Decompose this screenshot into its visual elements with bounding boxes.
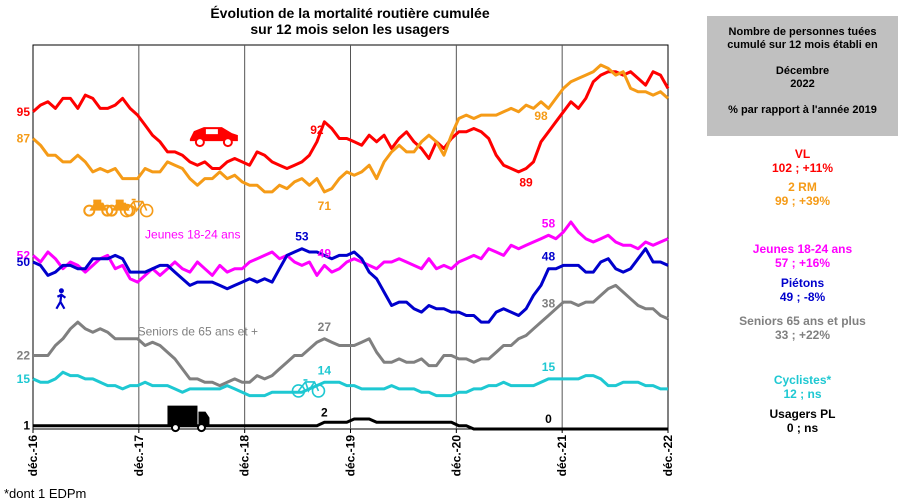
x-tick-label: déc.-21	[555, 435, 569, 477]
data-label: 92	[310, 123, 324, 137]
x-tick-label: déc.-17	[132, 435, 146, 477]
info-month: Décembre	[775, 65, 830, 77]
x-tick-label: déc.-19	[344, 435, 358, 477]
series-annotation: Seniors de 65 ans et +	[138, 325, 258, 339]
chart-title: Évolution de la mortalité routière cumul…	[150, 5, 550, 37]
pedestrian-icon	[55, 288, 67, 310]
legend-pietons-value: 49 ; -8%	[779, 290, 826, 304]
bicycle-icon	[119, 198, 154, 218]
legend-cyclistes: Cyclistes* 12 ; ns	[707, 373, 898, 401]
series-line-3	[32, 220, 669, 284]
data-label: 53	[295, 230, 309, 244]
data-label: 15	[542, 360, 556, 374]
legend-cyclistes-name: Cyclistes*	[773, 373, 832, 387]
legend-pl-value: 0 ; ns	[786, 421, 819, 435]
data-label: 89	[519, 176, 533, 190]
legend-pietons-name: Piétons	[780, 276, 825, 290]
legend-jeunes-value: 57 ; +16%	[774, 256, 831, 270]
legend-seniors-name: Seniors 65 ans et plus	[739, 314, 866, 328]
data-label: 48	[542, 250, 556, 264]
data-label: 87	[17, 131, 31, 145]
info-line-1: Nombre de personnes tuées	[728, 26, 877, 38]
legend-seniors-value: 33 ; +22%	[774, 328, 831, 342]
legend-vl-value: 102 ; +11%	[771, 161, 834, 175]
legend-jeunes-name: Jeunes 18-24 ans	[752, 242, 853, 256]
legend-2rm-value: 99 ; +39%	[774, 194, 831, 208]
data-label: 14	[318, 363, 332, 377]
series-line-6	[32, 370, 668, 398]
series-line-4	[32, 247, 669, 324]
motorbike-icon	[83, 199, 114, 217]
data-label: 22	[17, 349, 31, 363]
data-label: 50	[17, 255, 31, 269]
bicycle-icon	[291, 379, 326, 398]
x-tick-label: déc.-18	[238, 435, 252, 477]
chart-title-line-1: Évolution de la mortalité routière cumul…	[210, 5, 490, 21]
data-label: 0	[545, 412, 552, 426]
series-line-5	[33, 283, 669, 388]
data-label: 1	[23, 419, 30, 433]
legend-pietons: Piétons 49 ; -8%	[707, 276, 898, 304]
data-label: 98	[534, 109, 548, 123]
series-annotation: Jeunes 18-24 ans	[145, 228, 240, 242]
footnote: *dont 1 EDPm	[4, 486, 87, 501]
x-tick-label: déc.-22	[661, 435, 675, 477]
info-line-2: cumulé sur 12 mois établi en	[727, 39, 878, 51]
car-icon	[189, 127, 238, 148]
data-label: 58	[542, 216, 556, 230]
truck-icon	[167, 405, 210, 433]
data-label: 49	[318, 246, 332, 260]
legend-vl-name: VL	[794, 147, 811, 161]
x-tick-label: déc.-16	[26, 435, 40, 477]
legend-cyclistes-value: 12 ; ns	[783, 387, 822, 401]
legend-seniors: Seniors 65 ans et plus 33 ; +22%	[707, 314, 898, 342]
data-label: 2	[321, 405, 328, 419]
x-tick-label: déc.-20	[449, 435, 463, 477]
chart-title-line-2: sur 12 mois selon les usagers	[250, 21, 450, 37]
info-box: Nombre de personnes tuées cumulé sur 12 …	[707, 16, 898, 136]
data-label: 52	[17, 248, 31, 262]
legend-2rm-name: 2 RM	[788, 180, 817, 194]
data-label: 38	[542, 296, 556, 310]
data-label: 95	[17, 105, 31, 119]
info-year: 2022	[790, 78, 815, 90]
info-pct: % par rapport à l'année 2019	[728, 104, 877, 116]
legend-vl: VL 102 ; +11%	[707, 147, 898, 175]
legend-pl: Usagers PL 0 ; ns	[707, 407, 898, 435]
legend-2rm: 2 RM 99 ; +39%	[707, 180, 898, 208]
data-label: 71	[318, 199, 332, 213]
series-line-2	[32, 63, 669, 194]
legend-pl-name: Usagers PL	[769, 407, 836, 421]
data-label: 27	[318, 320, 332, 334]
series-line-7	[33, 417, 668, 431]
series-line-1	[32, 70, 670, 174]
data-label: 15	[17, 372, 31, 386]
legend-jeunes: Jeunes 18-24 ans 57 ; +16%	[707, 242, 898, 270]
